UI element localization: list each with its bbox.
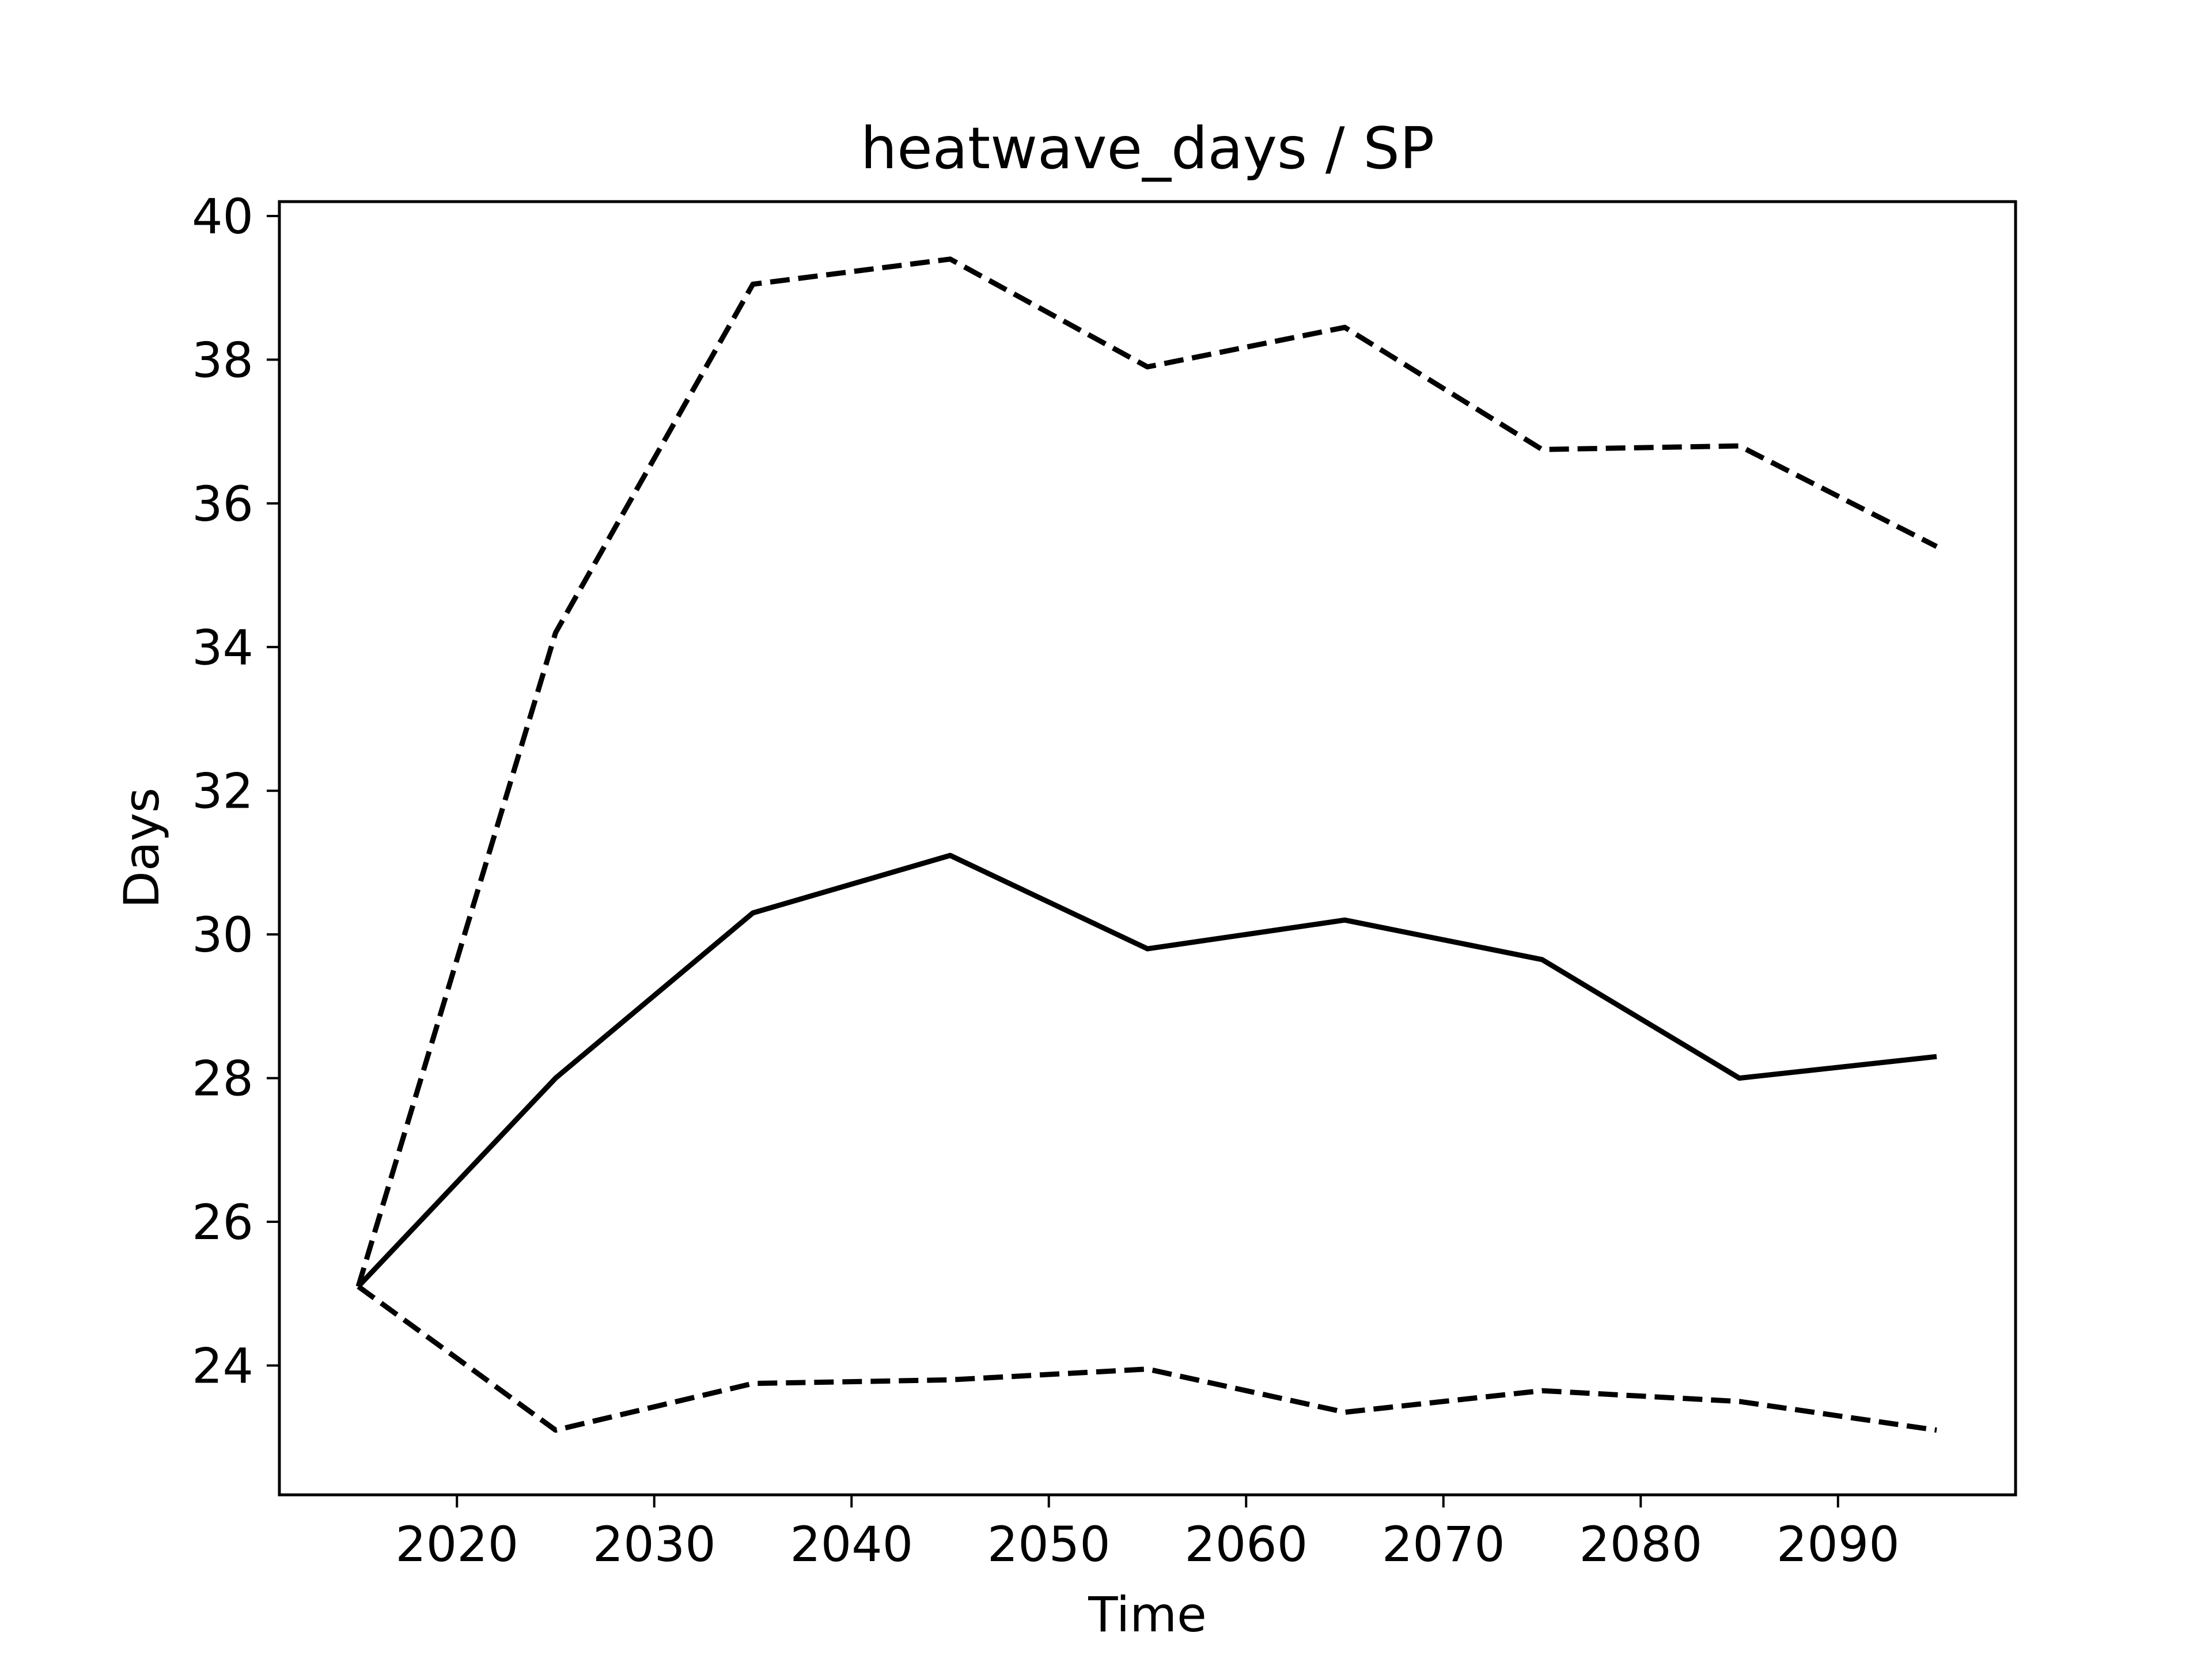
x-tick-label: 2090 xyxy=(1777,1516,1900,1573)
y-tick-label: 40 xyxy=(192,188,253,245)
axes-frame xyxy=(278,200,2017,1497)
x-axis: 2020 2030 2040 2050 2060 2070 2080 2090 xyxy=(395,1495,1900,1573)
x-tick-label: 2070 xyxy=(1382,1516,1505,1573)
x-tick-label: 2020 xyxy=(395,1516,518,1573)
x-tick-label: 2050 xyxy=(987,1516,1111,1573)
series-line-3 xyxy=(357,1284,1937,1433)
x-axis-label: Time xyxy=(1088,1586,1207,1643)
y-tick-label: 36 xyxy=(192,476,253,532)
y-tick-label: 32 xyxy=(192,763,253,820)
y-axis-label: Days xyxy=(113,787,170,908)
y-axis: 24 26 28 30 32 34 36 38 40 xyxy=(192,188,279,1395)
y-tick-label: 28 xyxy=(192,1051,253,1107)
x-tick-label: 2030 xyxy=(593,1516,716,1573)
x-tick-label: 2060 xyxy=(1184,1516,1308,1573)
series-line-2 xyxy=(356,853,1937,1289)
y-tick-label: 24 xyxy=(192,1338,253,1395)
y-tick-label: 30 xyxy=(192,907,253,963)
chart-title: heatwave_days / SP xyxy=(861,115,1434,182)
plot-area xyxy=(355,256,1938,1433)
series-line-1 xyxy=(355,256,1938,1287)
y-tick-label: 26 xyxy=(192,1194,253,1251)
y-tick-label: 34 xyxy=(192,619,253,676)
x-tick-label: 2040 xyxy=(790,1516,913,1573)
y-tick-label: 38 xyxy=(192,332,253,388)
x-tick-label: 2080 xyxy=(1579,1516,1702,1573)
